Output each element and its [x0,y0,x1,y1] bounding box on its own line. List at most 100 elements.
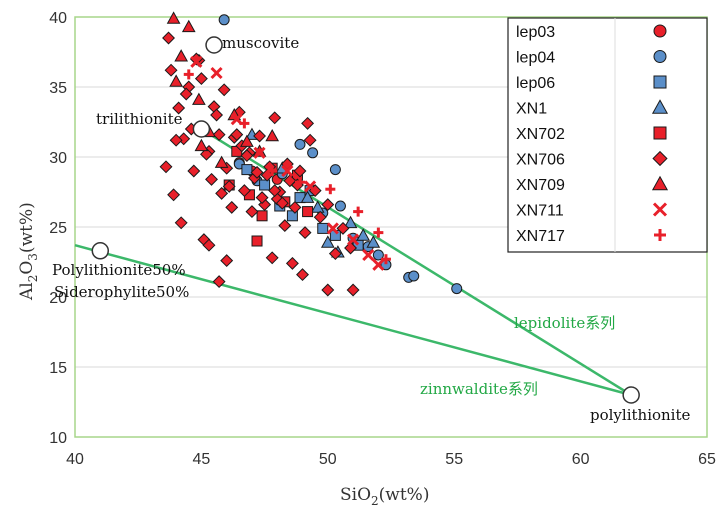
legend-marker-xn717 [654,229,666,241]
y-tick-label: 30 [49,150,67,167]
data-point-xn706 [164,63,178,77]
legend-marker-xn709 [651,175,669,191]
reference-points [91,36,640,404]
data-point-xn702 [251,235,263,247]
data-point-xn711 [210,66,223,80]
data-point-xn717 [267,166,278,176]
data-point-xn706 [215,186,229,200]
legend-box [507,17,708,253]
data-point-xn711 [326,222,339,235]
data-point-xn706 [275,196,289,210]
data-point-xn702 [302,206,314,218]
data-point-xn706 [222,179,236,193]
data-point-xn709 [240,134,254,147]
data-point-xn706 [245,205,259,219]
data-point-xn706 [159,160,173,174]
y-tick-label: 25 [49,220,67,237]
reference-line [74,243,632,397]
data-point-xn706 [162,31,175,45]
data-point-xn706 [167,188,181,202]
legend-marker-xn711 [652,202,668,217]
legend-label: lep04 [516,50,555,67]
data-point-xn706 [172,101,186,115]
data-point-xn706 [205,172,218,186]
data-point-lep04 [218,14,230,26]
data-point-lep04 [329,164,341,176]
data-point-xn706 [240,149,254,163]
axis-ticks: 10 15 20 25 30 35 40 40 45 50 55 60 65 [49,10,716,468]
data-points [159,11,463,297]
data-point-xn706 [199,147,213,161]
data-point-xn706 [220,254,234,268]
y-tick-label: 20 [49,290,67,307]
legend-label: XN702 [516,126,565,143]
data-point-xn706 [265,251,279,265]
data-point-xn706 [169,133,183,147]
data-point-lep04 [372,249,384,261]
x-tick-label: 65 [698,451,716,468]
data-point-xn709 [194,138,209,152]
data-point-xn1 [320,235,335,248]
label-zinnwaldite-series: zinnwaldite系列 [420,380,538,398]
legend-marker-xn1 [651,99,669,114]
data-point-xn706 [296,268,309,282]
x-axis-title: SiO2(wt%) [340,485,429,508]
data-point-lep06 [259,179,271,191]
legend-label: XN1 [516,101,547,118]
y-tick-label: 15 [49,360,67,377]
data-point-xn706 [278,219,292,233]
data-point-lep04 [294,138,306,150]
data-point-xn706 [321,198,335,212]
y-tick-label: 40 [49,10,67,27]
data-point-xn706 [210,108,224,122]
data-point-xn706 [346,283,360,297]
data-point-xn706 [328,247,342,261]
x-tick-label: 60 [572,451,590,468]
data-point-xn709 [174,49,189,62]
data-point-xn709 [214,155,229,168]
x-tick-label: 45 [193,451,211,468]
data-point-xn709 [166,11,181,24]
label-trilithionite: trilithionite [96,110,183,128]
y-tick-label: 10 [49,430,67,447]
label-lepidolite-series: lepidolite系列 [514,314,615,332]
data-point-xn717 [239,118,250,129]
data-point-xn706 [288,200,302,214]
data-point-xn706 [313,210,327,224]
data-point-xn706 [268,184,282,198]
data-point-lep04 [451,283,463,295]
legend-marker-xn706 [652,150,668,167]
data-point-xn706 [298,226,312,240]
data-point-xn706 [212,275,226,289]
data-point-xn717 [380,254,391,265]
data-point-xn711 [253,146,266,159]
legend-label: lep03 [516,24,555,41]
data-point-xn717 [294,177,305,188]
data-point-xn711 [362,248,375,262]
data-point-xn711 [372,258,385,271]
data-point-xn711 [347,233,360,246]
data-point-xn706 [230,128,244,142]
reference-point [91,242,110,260]
data-point-xn706 [217,83,231,97]
data-point-xn706 [301,116,315,130]
data-point-xn717 [325,184,336,195]
data-point-xn706 [253,129,267,143]
data-point-lep04 [334,200,346,212]
data-point-xn706 [336,221,350,235]
data-point-lep06 [241,164,253,176]
label-polylithionite: polylithionite [590,406,691,424]
data-point-xn706 [179,87,193,101]
reference-point [205,36,223,54]
data-point-xn709 [265,128,280,142]
legend-marker-lep03 [653,24,667,38]
data-point-xn706 [202,238,216,252]
legend-label: XN709 [516,177,565,194]
data-point-xn711 [281,164,294,178]
data-point-xn1 [343,215,358,229]
data-point-xn706 [194,72,208,86]
data-point-xn717 [183,69,194,80]
legend-marker-lep04 [653,50,667,63]
data-point-xn1 [356,228,371,241]
data-point-xn702 [256,210,268,222]
